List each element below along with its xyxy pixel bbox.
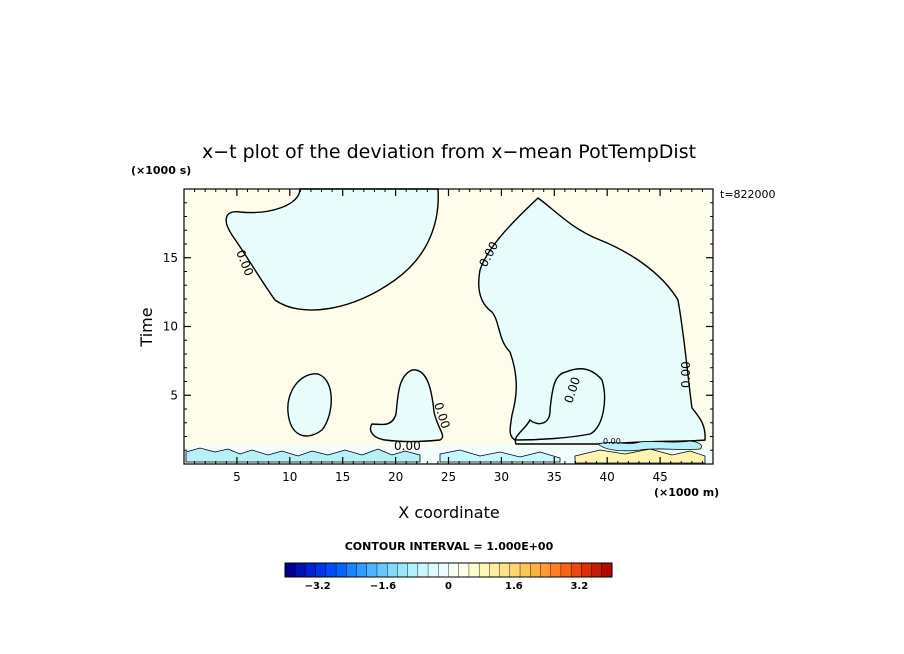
- contour-label: 0.00: [679, 361, 693, 388]
- colorbar-cell: [550, 562, 562, 578]
- colorbar-cell: [325, 562, 337, 578]
- colorbar: −3.2 −1.6 0 1.6 3.2: [284, 562, 613, 592]
- colorbar-tick-label: −3.2: [305, 581, 331, 592]
- colorbar-cell: [407, 562, 419, 578]
- y-tick-label: 5: [170, 388, 178, 402]
- colorbar-cell: [427, 562, 439, 578]
- x-tick-label: 10: [282, 470, 297, 484]
- y-tick-label: 15: [163, 251, 178, 265]
- colorbar-cell: [356, 562, 368, 578]
- colorbar-cell: [315, 562, 327, 578]
- colorbar-cell: [366, 562, 378, 578]
- x-tick-label: 25: [441, 470, 456, 484]
- colorbar-cell: [284, 562, 296, 578]
- colorbar-tick-label: 0: [445, 581, 452, 592]
- colorbar-cell: [468, 562, 480, 578]
- x-tick-label: 45: [652, 470, 667, 484]
- colorbar-cell: [560, 562, 572, 578]
- colorbar-cell: [509, 562, 521, 578]
- colorbar-cell: [570, 562, 582, 578]
- low-band-negative-3: [597, 440, 702, 452]
- colorbar-tick-label: 1.6: [505, 581, 523, 592]
- contour-region-lower-mid: [369, 369, 444, 443]
- plot-area: 0.00 0.00 0.00 0.00 0.00 0.00 0.00 5 10 15…: [163, 188, 714, 484]
- x-tick-label: 15: [335, 470, 350, 484]
- colorbar-cell: [295, 562, 306, 578]
- contour-interval-label: CONTOUR INTERVAL = 1.000E+00: [345, 540, 554, 553]
- colorbar-tick-label: 3.2: [570, 581, 588, 592]
- x-axis-label: X coordinate: [398, 503, 499, 522]
- x-tick-label: 40: [600, 470, 615, 484]
- x-tick-label: 5: [233, 470, 241, 484]
- colorbar-cell: [581, 562, 593, 578]
- contour-region-lower-oval: [287, 373, 332, 437]
- colorbar-cell: [458, 562, 470, 578]
- colorbar-cell: [397, 562, 409, 578]
- colorbar-cell: [499, 562, 511, 578]
- colorbar-cell: [591, 562, 603, 578]
- colorbar-cell: [386, 562, 398, 578]
- x-tick-label: 30: [494, 470, 509, 484]
- colorbar-cell: [335, 562, 347, 578]
- colorbar-tick-label: −1.6: [370, 581, 396, 592]
- colorbar-cell: [530, 562, 541, 578]
- colorbar-cell: [417, 562, 429, 578]
- colorbar-cell: [478, 562, 490, 578]
- y-tick-label: 10: [163, 320, 178, 334]
- low-band-negative-2: [439, 449, 561, 463]
- axis-ticks: 5 10 15 20 25 30 35 40 45 5 10 15: [163, 189, 713, 484]
- colorbar-cell: [519, 562, 531, 578]
- colorbar-cell: [489, 562, 501, 578]
- colorbar-cell: [448, 562, 460, 578]
- colorbar-cell: [540, 562, 552, 578]
- colorbar-cell: [601, 562, 613, 578]
- y-axis-label: Time: [137, 307, 156, 347]
- x-tick-label: 20: [388, 470, 403, 484]
- y-unit-label: (×1000 s): [131, 164, 191, 177]
- contour-label: 0.00: [394, 439, 421, 453]
- colorbar-frame: [284, 562, 613, 578]
- contour-label: 0.00: [603, 437, 621, 446]
- low-band-negative: [185, 447, 421, 463]
- x-unit-label: (×1000 m): [654, 486, 719, 499]
- colorbar-cell: [305, 562, 317, 578]
- chart-title: x−t plot of the deviation from x−mean Po…: [202, 141, 696, 163]
- x-tick-label: 35: [547, 470, 562, 484]
- colorbar-cell: [346, 562, 358, 578]
- contour-region-right: [478, 197, 706, 445]
- time-note: t=822000: [720, 188, 776, 201]
- contour-region-upper-left: [225, 188, 439, 311]
- colorbar-cell: [438, 562, 450, 578]
- colorbar-cell: [376, 562, 388, 578]
